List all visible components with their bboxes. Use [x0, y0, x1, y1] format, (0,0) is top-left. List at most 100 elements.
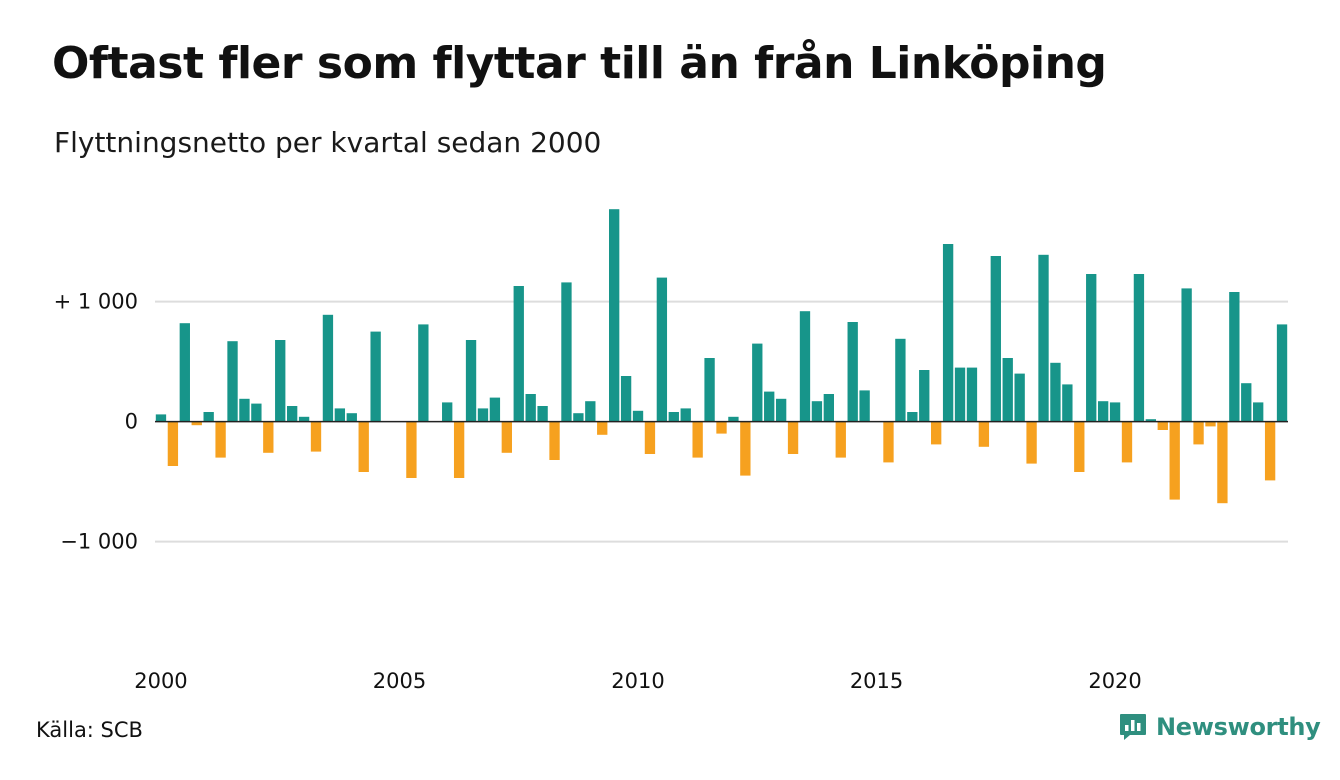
x-tick-label: 2005	[373, 669, 426, 693]
bar	[489, 397, 501, 422]
bar	[215, 421, 226, 458]
bar	[644, 421, 656, 454]
bar	[835, 421, 846, 458]
brand[interactable]: Newsworthy	[1118, 712, 1321, 742]
bar	[465, 340, 477, 422]
bar	[346, 413, 357, 422]
bar	[298, 416, 310, 422]
bar	[585, 401, 596, 422]
bar	[883, 421, 894, 463]
bar	[406, 421, 417, 478]
y-tick-label: 0	[125, 410, 138, 434]
bar	[1145, 419, 1157, 422]
bar	[251, 403, 262, 422]
bar	[537, 406, 548, 422]
bar	[799, 311, 811, 422]
bar	[203, 412, 214, 422]
bar	[978, 421, 990, 447]
bar	[453, 421, 465, 478]
bars	[155, 209, 1288, 504]
bar	[752, 343, 763, 422]
bar	[1133, 274, 1145, 422]
x-tick-label: 2015	[850, 669, 903, 693]
bar	[477, 408, 489, 422]
bar	[1205, 421, 1216, 427]
bar	[1157, 421, 1168, 430]
bar	[227, 341, 238, 422]
bar	[1264, 421, 1276, 481]
bar	[179, 323, 190, 422]
bar	[1109, 402, 1121, 422]
bar	[1253, 402, 1264, 422]
bar	[847, 322, 858, 422]
bar	[525, 394, 536, 422]
bar	[1097, 401, 1109, 422]
bar	[919, 370, 930, 422]
y-tick-label: −1 000	[60, 530, 138, 554]
bar	[656, 277, 668, 422]
bar	[310, 421, 322, 452]
bar	[286, 406, 298, 422]
bar	[1014, 373, 1025, 422]
bar	[1050, 362, 1061, 422]
bar	[1002, 358, 1013, 422]
bar	[1062, 384, 1073, 422]
bar	[1038, 254, 1049, 422]
bar	[632, 410, 644, 422]
bar	[358, 421, 369, 472]
bar	[155, 414, 167, 422]
bar	[370, 331, 381, 422]
bar	[609, 209, 620, 422]
bar	[334, 408, 346, 422]
bar	[275, 340, 286, 422]
bar	[775, 398, 787, 422]
bar	[704, 358, 715, 422]
bar	[1217, 421, 1228, 504]
bar	[692, 421, 703, 458]
bar	[501, 421, 512, 453]
bar	[561, 282, 572, 422]
bar	[931, 421, 942, 445]
y-axis-labels: + 1 000 0 −1 000	[54, 290, 138, 554]
bar	[513, 286, 524, 422]
x-tick-label: 2020	[1088, 669, 1141, 693]
bar	[811, 401, 823, 422]
bar	[1074, 421, 1085, 472]
bar	[1193, 421, 1204, 445]
bar	[1229, 292, 1240, 422]
bar	[680, 408, 691, 422]
brand-name: Newsworthy	[1156, 713, 1321, 741]
bar	[442, 402, 453, 422]
bar	[1026, 421, 1037, 464]
x-axis-labels: 2000 2005 2010 2015 2020	[134, 669, 1142, 693]
bar	[1169, 421, 1180, 500]
bar	[966, 367, 978, 422]
bar	[859, 390, 870, 422]
bar	[895, 338, 906, 422]
source-note: Källa: SCB	[36, 718, 143, 742]
bar	[740, 421, 751, 476]
y-tick-label: + 1 000	[54, 290, 138, 314]
bar	[823, 394, 834, 422]
bar	[764, 391, 775, 422]
bar	[1086, 274, 1097, 422]
bar	[728, 416, 739, 422]
chart-subtitle: Flyttningsnetto per kvartal sedan 2000	[54, 126, 602, 159]
bar	[239, 398, 250, 422]
bar	[668, 412, 679, 422]
gridlines	[155, 300, 1288, 543]
bar	[990, 256, 1001, 422]
bar	[322, 314, 334, 422]
bar	[787, 421, 799, 454]
bar	[418, 324, 429, 422]
bar	[597, 421, 608, 435]
bar	[1241, 383, 1252, 422]
bar	[942, 244, 954, 422]
bar	[716, 421, 727, 434]
x-tick-label: 2000	[134, 669, 187, 693]
bar	[1276, 324, 1288, 422]
bar	[620, 376, 632, 422]
bar	[907, 412, 918, 422]
bar	[573, 413, 584, 422]
